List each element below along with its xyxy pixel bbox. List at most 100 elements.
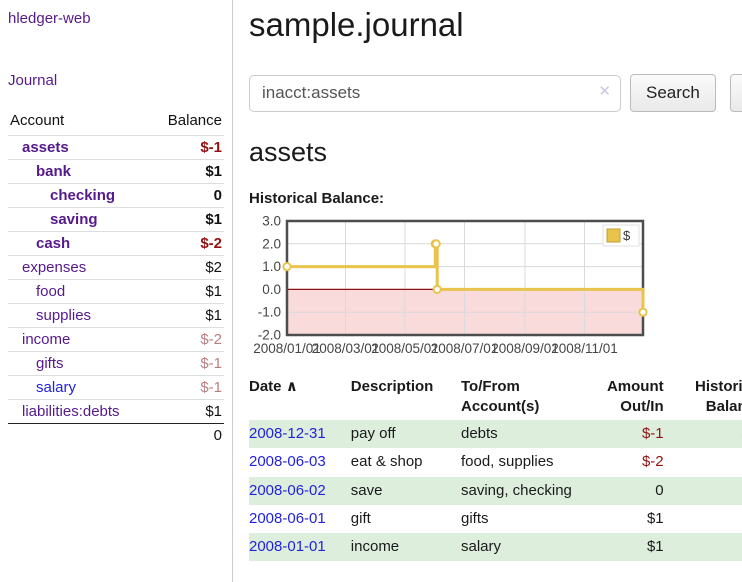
- sort-asc-icon: ∧: [285, 378, 298, 395]
- sidebar-account-link-checking[interactable]: checking: [50, 187, 116, 204]
- account-row: liabilities:debts $1: [8, 399, 224, 424]
- svg-text:2.0: 2.0: [262, 236, 281, 251]
- app-title-link[interactable]: hledger-web: [8, 10, 91, 27]
- transaction-balance-cell: $1: [666, 533, 742, 561]
- register-header-date[interactable]: Date ∧: [249, 378, 298, 395]
- account-row: supplies $1: [8, 303, 224, 328]
- accounts-header-balance: Balance: [167, 112, 222, 129]
- transaction-accounts-cell: debts: [460, 425, 498, 442]
- account-row: assets $-1: [8, 135, 224, 160]
- sidebar-account-link-liabilities-debts[interactable]: liabilities:debts: [22, 403, 120, 420]
- transaction-balance-cell: $2: [666, 505, 742, 533]
- sidebar-account-link-cash[interactable]: cash: [36, 235, 71, 252]
- accounts-table: Account Balance assets $-1 bank $1 checking 0…: [8, 110, 224, 447]
- accounts-table-body: assets $-1 bank $1 checking 0 saving $1 cash $-2 e…: [8, 135, 224, 424]
- account-row: food $1: [8, 279, 224, 304]
- historical-balance-chart: $3.0 2.0 1.0 0.0 -1.0 -2.0 2008/01/01 2008/03/0…: [249, 213, 742, 361]
- register-table-header: Date ∧ Description To/From Account(s) Am…: [249, 375, 742, 420]
- account-name-cell: food: [8, 279, 151, 304]
- account-balance: $1: [150, 207, 224, 232]
- sidebar-account-link-income[interactable]: income: [22, 331, 71, 348]
- account-name-cell: saving: [8, 207, 151, 232]
- transaction-row: 2008-12-31 pay off debts $-1$-1: [249, 420, 742, 449]
- transaction-accounts-cell: saving, checking: [460, 481, 572, 499]
- register-table-body: 2008-12-31 pay off debts $-1$-1 2008-06-03 ea…: [249, 420, 742, 562]
- sidebar-account-link-assets[interactable]: assets: [22, 139, 69, 156]
- account-balance: $2: [150, 255, 224, 280]
- account-name-cell: supplies: [8, 303, 151, 328]
- transaction-balance-cell: $-1: [666, 420, 742, 448]
- account-row: cash $-2: [8, 231, 224, 256]
- account-balance: $1: [150, 159, 224, 184]
- transaction-date-link[interactable]: 2008-06-02: [249, 481, 326, 499]
- page-title: sample.journal: [249, 6, 464, 43]
- account-name-cell: liabilities:debts: [8, 399, 151, 424]
- svg-text:3.0: 3.0: [262, 214, 281, 229]
- sidebar: hledger-web Journal Account Balance asse…: [0, 0, 233, 582]
- svg-text:-1.0: -1.0: [258, 305, 281, 320]
- account-name-cell: checking: [8, 183, 151, 208]
- account-name-cell: bank: [8, 159, 151, 184]
- sidebar-account-link-expenses[interactable]: expenses: [22, 259, 87, 276]
- help-button[interactable]: ?: [729, 74, 742, 112]
- account-balance: $1: [150, 303, 224, 328]
- svg-text:2008/03/01: 2008/03/01: [312, 341, 380, 356]
- account-balance: 0: [150, 183, 224, 208]
- sidebar-account-link-bank[interactable]: bank: [36, 163, 72, 180]
- sidebar-account-link-saving[interactable]: saving: [50, 211, 98, 228]
- transaction-date-cell: 2008-01-01: [249, 533, 351, 561]
- account-name-cell: cash: [8, 231, 151, 256]
- account-heading: assets: [249, 137, 328, 167]
- account-balance: $1: [150, 279, 224, 304]
- transaction-date-cell: 2008-06-01: [249, 505, 351, 533]
- account-name-cell: gifts: [8, 351, 151, 376]
- transaction-amount-cell: 0: [655, 481, 664, 499]
- chart-title: Historical Balance:: [249, 190, 385, 207]
- accounts-table-header: Account Balance: [8, 110, 224, 136]
- transaction-description-cell: save: [350, 481, 383, 499]
- search-form: ✕ Search ?: [249, 74, 742, 112]
- transaction-amount-cell: $1: [646, 538, 664, 555]
- account-balance: $-1: [150, 375, 224, 400]
- accounts-total-row: 0: [8, 423, 224, 447]
- transaction-balance-cell: 0: [666, 448, 742, 476]
- sidebar-account-link-gifts[interactable]: gifts: [36, 355, 64, 372]
- register-header-description: Description: [350, 378, 434, 395]
- transaction-amount-cell: $1: [646, 509, 664, 527]
- account-row: salary $-1: [8, 375, 224, 400]
- transaction-date-link[interactable]: 2008-01-01: [249, 538, 326, 555]
- search-input[interactable]: [249, 74, 621, 112]
- account-row: saving $1: [8, 207, 224, 232]
- account-name-cell: income: [8, 327, 151, 352]
- account-balance: $-2: [150, 231, 224, 256]
- register-table: Date ∧ Description To/From Account(s) Am…: [249, 375, 742, 562]
- transaction-date-link[interactable]: 2008-06-03: [249, 453, 326, 471]
- account-name-cell: salary: [8, 375, 151, 400]
- transaction-row: 2008-06-03 eat & shop food, supplies $-20: [249, 448, 742, 476]
- transaction-description-cell: gift: [350, 509, 371, 527]
- transaction-row: 2008-06-02 save saving, checking 0$2: [249, 476, 742, 505]
- accounts-total-spacer: [8, 423, 151, 447]
- transaction-accounts-cell: food, supplies: [460, 453, 554, 471]
- sidebar-account-link-supplies[interactable]: supplies: [36, 307, 92, 324]
- account-balance: $-2: [150, 327, 224, 352]
- transaction-accounts-cell: salary: [460, 538, 501, 555]
- accounts-total-balance: 0: [150, 423, 224, 447]
- clear-search-icon[interactable]: ✕: [598, 82, 611, 100]
- transaction-date-link[interactable]: 2008-12-31: [249, 425, 326, 442]
- svg-text:2008/11/01: 2008/11/01: [551, 341, 618, 356]
- register-header-balance: Historical Balance: [694, 378, 742, 415]
- sidebar-account-link-food[interactable]: food: [36, 283, 66, 300]
- transaction-date-link[interactable]: 2008-06-01: [249, 509, 326, 527]
- svg-text:-2.0: -2.0: [258, 328, 281, 343]
- svg-text:0.0: 0.0: [262, 282, 281, 297]
- svg-text:2008/01/01: 2008/01/01: [253, 341, 321, 356]
- register-header-accounts: To/From Account(s): [460, 378, 540, 415]
- search-button[interactable]: Search: [630, 74, 716, 112]
- account-row: checking 0: [8, 183, 224, 208]
- sidebar-item-journal[interactable]: Journal: [8, 72, 58, 89]
- account-name-cell: expenses: [8, 255, 151, 280]
- sidebar-account-link-salary[interactable]: salary: [36, 379, 77, 396]
- account-balance: $-1: [150, 351, 224, 376]
